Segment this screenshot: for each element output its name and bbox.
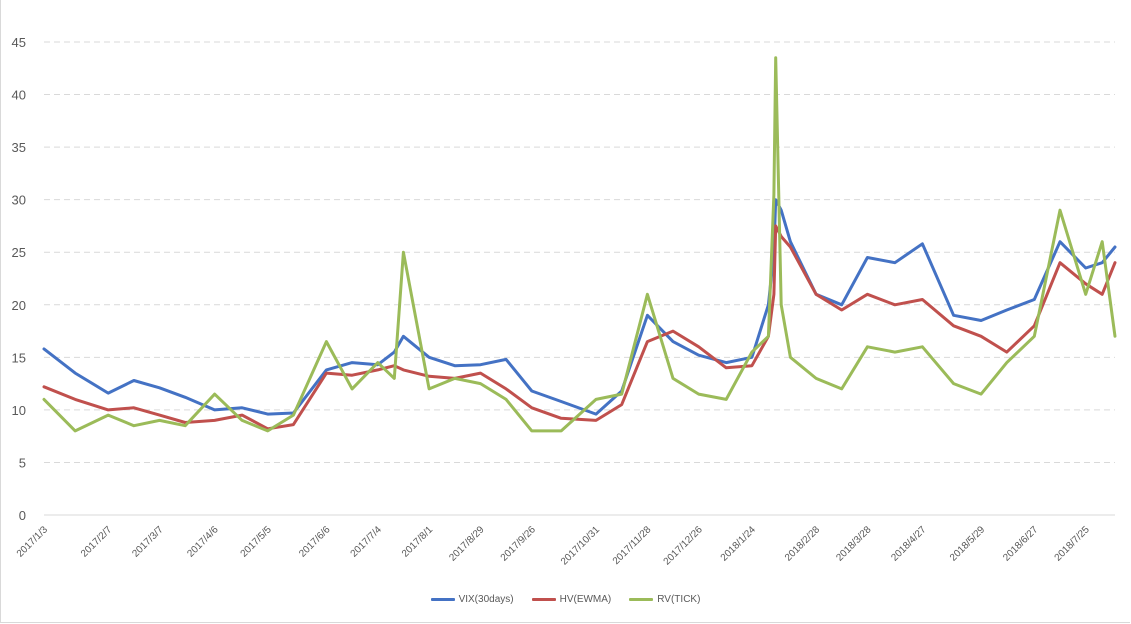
x-tick-label: 2017/3/7 bbox=[130, 524, 166, 560]
series-lines bbox=[42, 56, 1117, 433]
y-tick-label: 45 bbox=[12, 35, 26, 50]
y-tick-label: 30 bbox=[12, 193, 26, 208]
chart-legend: VIX(30days) HV(EWMA) RV(TICK) bbox=[0, 594, 1131, 605]
x-tick-label: 2018/6/27 bbox=[1001, 524, 1041, 564]
series-line bbox=[42, 56, 1117, 433]
x-tick-label: 2017/7/4 bbox=[349, 524, 385, 560]
x-tick-label: 2017/2/7 bbox=[79, 524, 115, 560]
legend-swatch bbox=[531, 598, 556, 601]
legend-swatch bbox=[629, 598, 654, 601]
y-tick-label: 35 bbox=[12, 140, 26, 155]
x-tick-label: 2017/8/29 bbox=[447, 524, 487, 564]
series-line bbox=[42, 198, 1117, 416]
x-axis-tick-labels: 2017/1/3 2017/2/7 2017/3/7 2017/4/6 2017/5/5… bbox=[15, 524, 1092, 567]
gridlines bbox=[44, 41, 1115, 463]
legend-item: RV(TICK) bbox=[629, 594, 700, 605]
y-tick-label: 20 bbox=[12, 298, 26, 313]
y-tick-label: 5 bbox=[19, 455, 26, 470]
legend-item: HV(EWMA) bbox=[531, 594, 612, 605]
x-tick-label: 2018/7/25 bbox=[1053, 524, 1093, 564]
legend-label: HV(EWMA) bbox=[559, 594, 612, 605]
y-tick-label: 10 bbox=[12, 403, 26, 418]
y-tick-label: 40 bbox=[12, 88, 26, 103]
legend-swatch bbox=[430, 598, 455, 601]
x-tick-label: 2017/12/26 bbox=[662, 524, 705, 567]
legend-label: VIX(30days) bbox=[458, 594, 514, 605]
y-tick-label: 25 bbox=[12, 245, 26, 260]
legend-item: VIX(30days) bbox=[430, 594, 514, 605]
x-tick-label: 2018/2/28 bbox=[783, 524, 823, 564]
series-line bbox=[42, 224, 1117, 431]
y-tick-label: 0 bbox=[19, 508, 26, 523]
x-tick-label: 2017/9/26 bbox=[499, 524, 539, 564]
x-tick-label: 2018/3/28 bbox=[834, 524, 874, 564]
x-tick-label: 2018/5/29 bbox=[948, 524, 988, 564]
x-tick-label: 2017/1/3 bbox=[15, 524, 51, 560]
y-tick-label: 15 bbox=[12, 350, 26, 365]
x-tick-label: 2017/11/28 bbox=[611, 524, 654, 567]
x-tick-label: 2017/6/6 bbox=[297, 524, 333, 560]
x-tick-label: 2018/1/24 bbox=[719, 524, 759, 564]
x-tick-label: 2017/8/1 bbox=[400, 524, 436, 560]
x-tick-label: 2018/4/27 bbox=[889, 524, 929, 564]
legend-label: RV(TICK) bbox=[657, 594, 701, 605]
x-tick-label: 2017/4/6 bbox=[185, 524, 221, 560]
y-axis-tick-labels: 0 5 10 15 20 25 30 35 40 45 bbox=[12, 35, 26, 523]
x-tick-label: 2017/10/31 bbox=[559, 524, 602, 567]
x-tick-label: 2017/5/5 bbox=[239, 524, 275, 560]
